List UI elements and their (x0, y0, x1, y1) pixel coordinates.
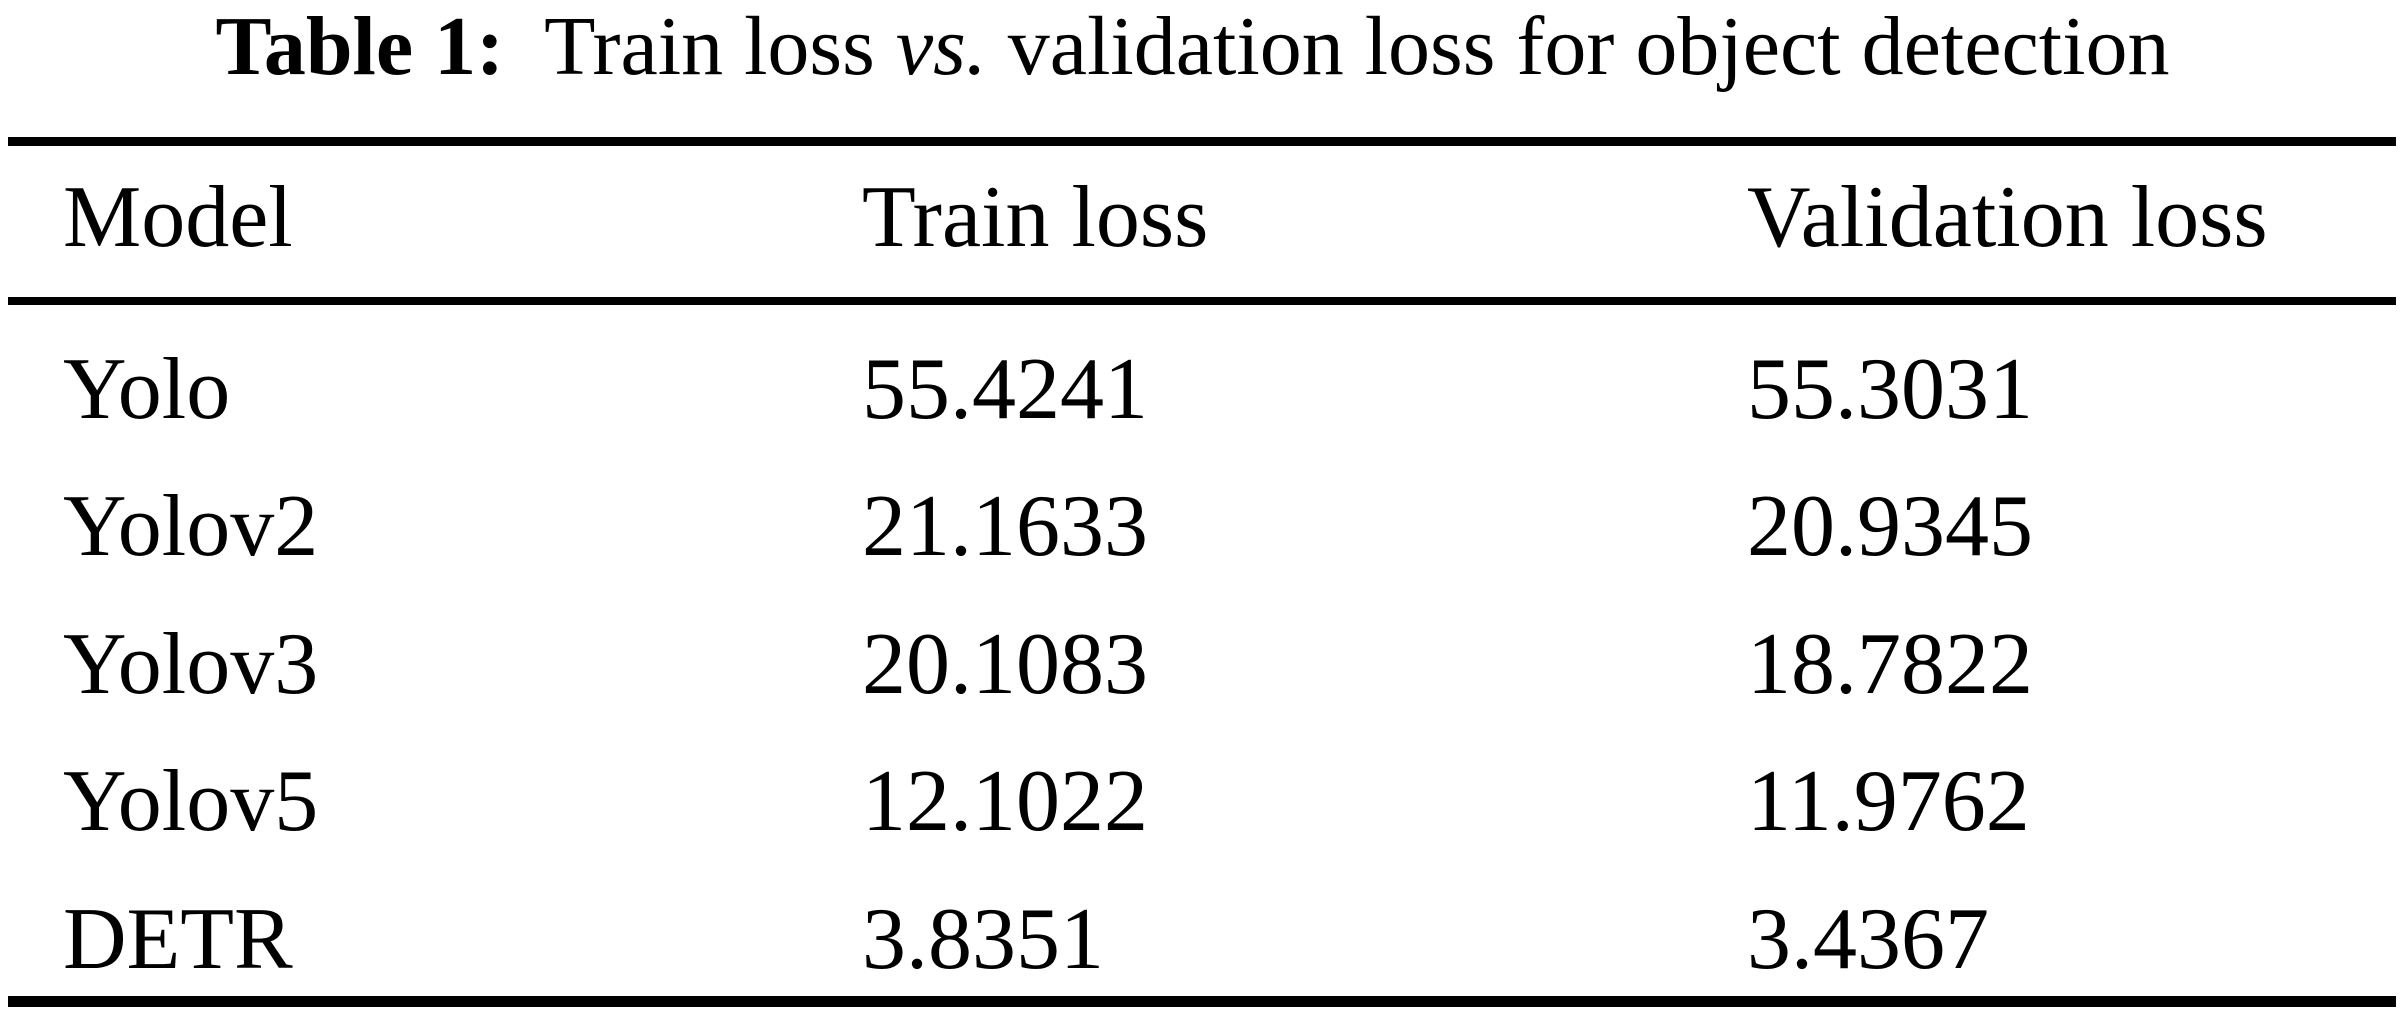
train-loss-cell: 12.1022 (862, 753, 1148, 850)
model-name-cell: Yolov5 (63, 753, 319, 850)
column-header-model: Model (63, 169, 293, 266)
train-loss-cell: 21.1633 (862, 478, 1148, 575)
column-header-train-loss: Train loss (862, 169, 1209, 266)
table-caption-label: Table 1: (215, 0, 505, 93)
validation-loss-cell: 11.9762 (1747, 753, 2030, 850)
train-loss-cell: 55.4241 (862, 341, 1148, 438)
column-header-validation-loss: Validation loss (1747, 169, 2268, 266)
table-row: DETR 3.8351 3.4367 (0, 896, 2406, 988)
model-name-cell: Yolov3 (63, 616, 319, 713)
table-caption-text-2: validation loss for object detection (1007, 0, 2170, 93)
model-name-cell: Yolov2 (63, 478, 319, 575)
model-name-cell: DETR (63, 891, 293, 988)
table-caption-vs: vs. (895, 0, 987, 93)
validation-loss-cell: 3.4367 (1747, 891, 1989, 988)
train-loss-cell: 20.1083 (862, 616, 1148, 713)
table-row: Yolov3 20.1083 18.7822 (0, 621, 2406, 713)
table-caption: Table 1: Train loss vs. validation loss for… (0, 2, 2406, 91)
table-row: Yolov2 21.1633 20.9345 (0, 483, 2406, 575)
table-top-rule (8, 137, 2396, 146)
table-header-row: Model Train loss Validation loss (0, 174, 2406, 266)
model-name-cell: Yolo (63, 341, 231, 438)
table-caption-text-1: Train loss (544, 0, 875, 93)
validation-loss-cell: 55.3031 (1747, 341, 2033, 438)
table-bottom-rule (8, 996, 2396, 1007)
train-loss-cell: 3.8351 (862, 891, 1104, 988)
table-row: Yolo 55.4241 55.3031 (0, 346, 2406, 438)
table-row: Yolov5 12.1022 11.9762 (0, 758, 2406, 850)
table-header-rule (8, 297, 2396, 305)
validation-loss-cell: 18.7822 (1747, 616, 2033, 713)
validation-loss-cell: 20.9345 (1747, 478, 2033, 575)
